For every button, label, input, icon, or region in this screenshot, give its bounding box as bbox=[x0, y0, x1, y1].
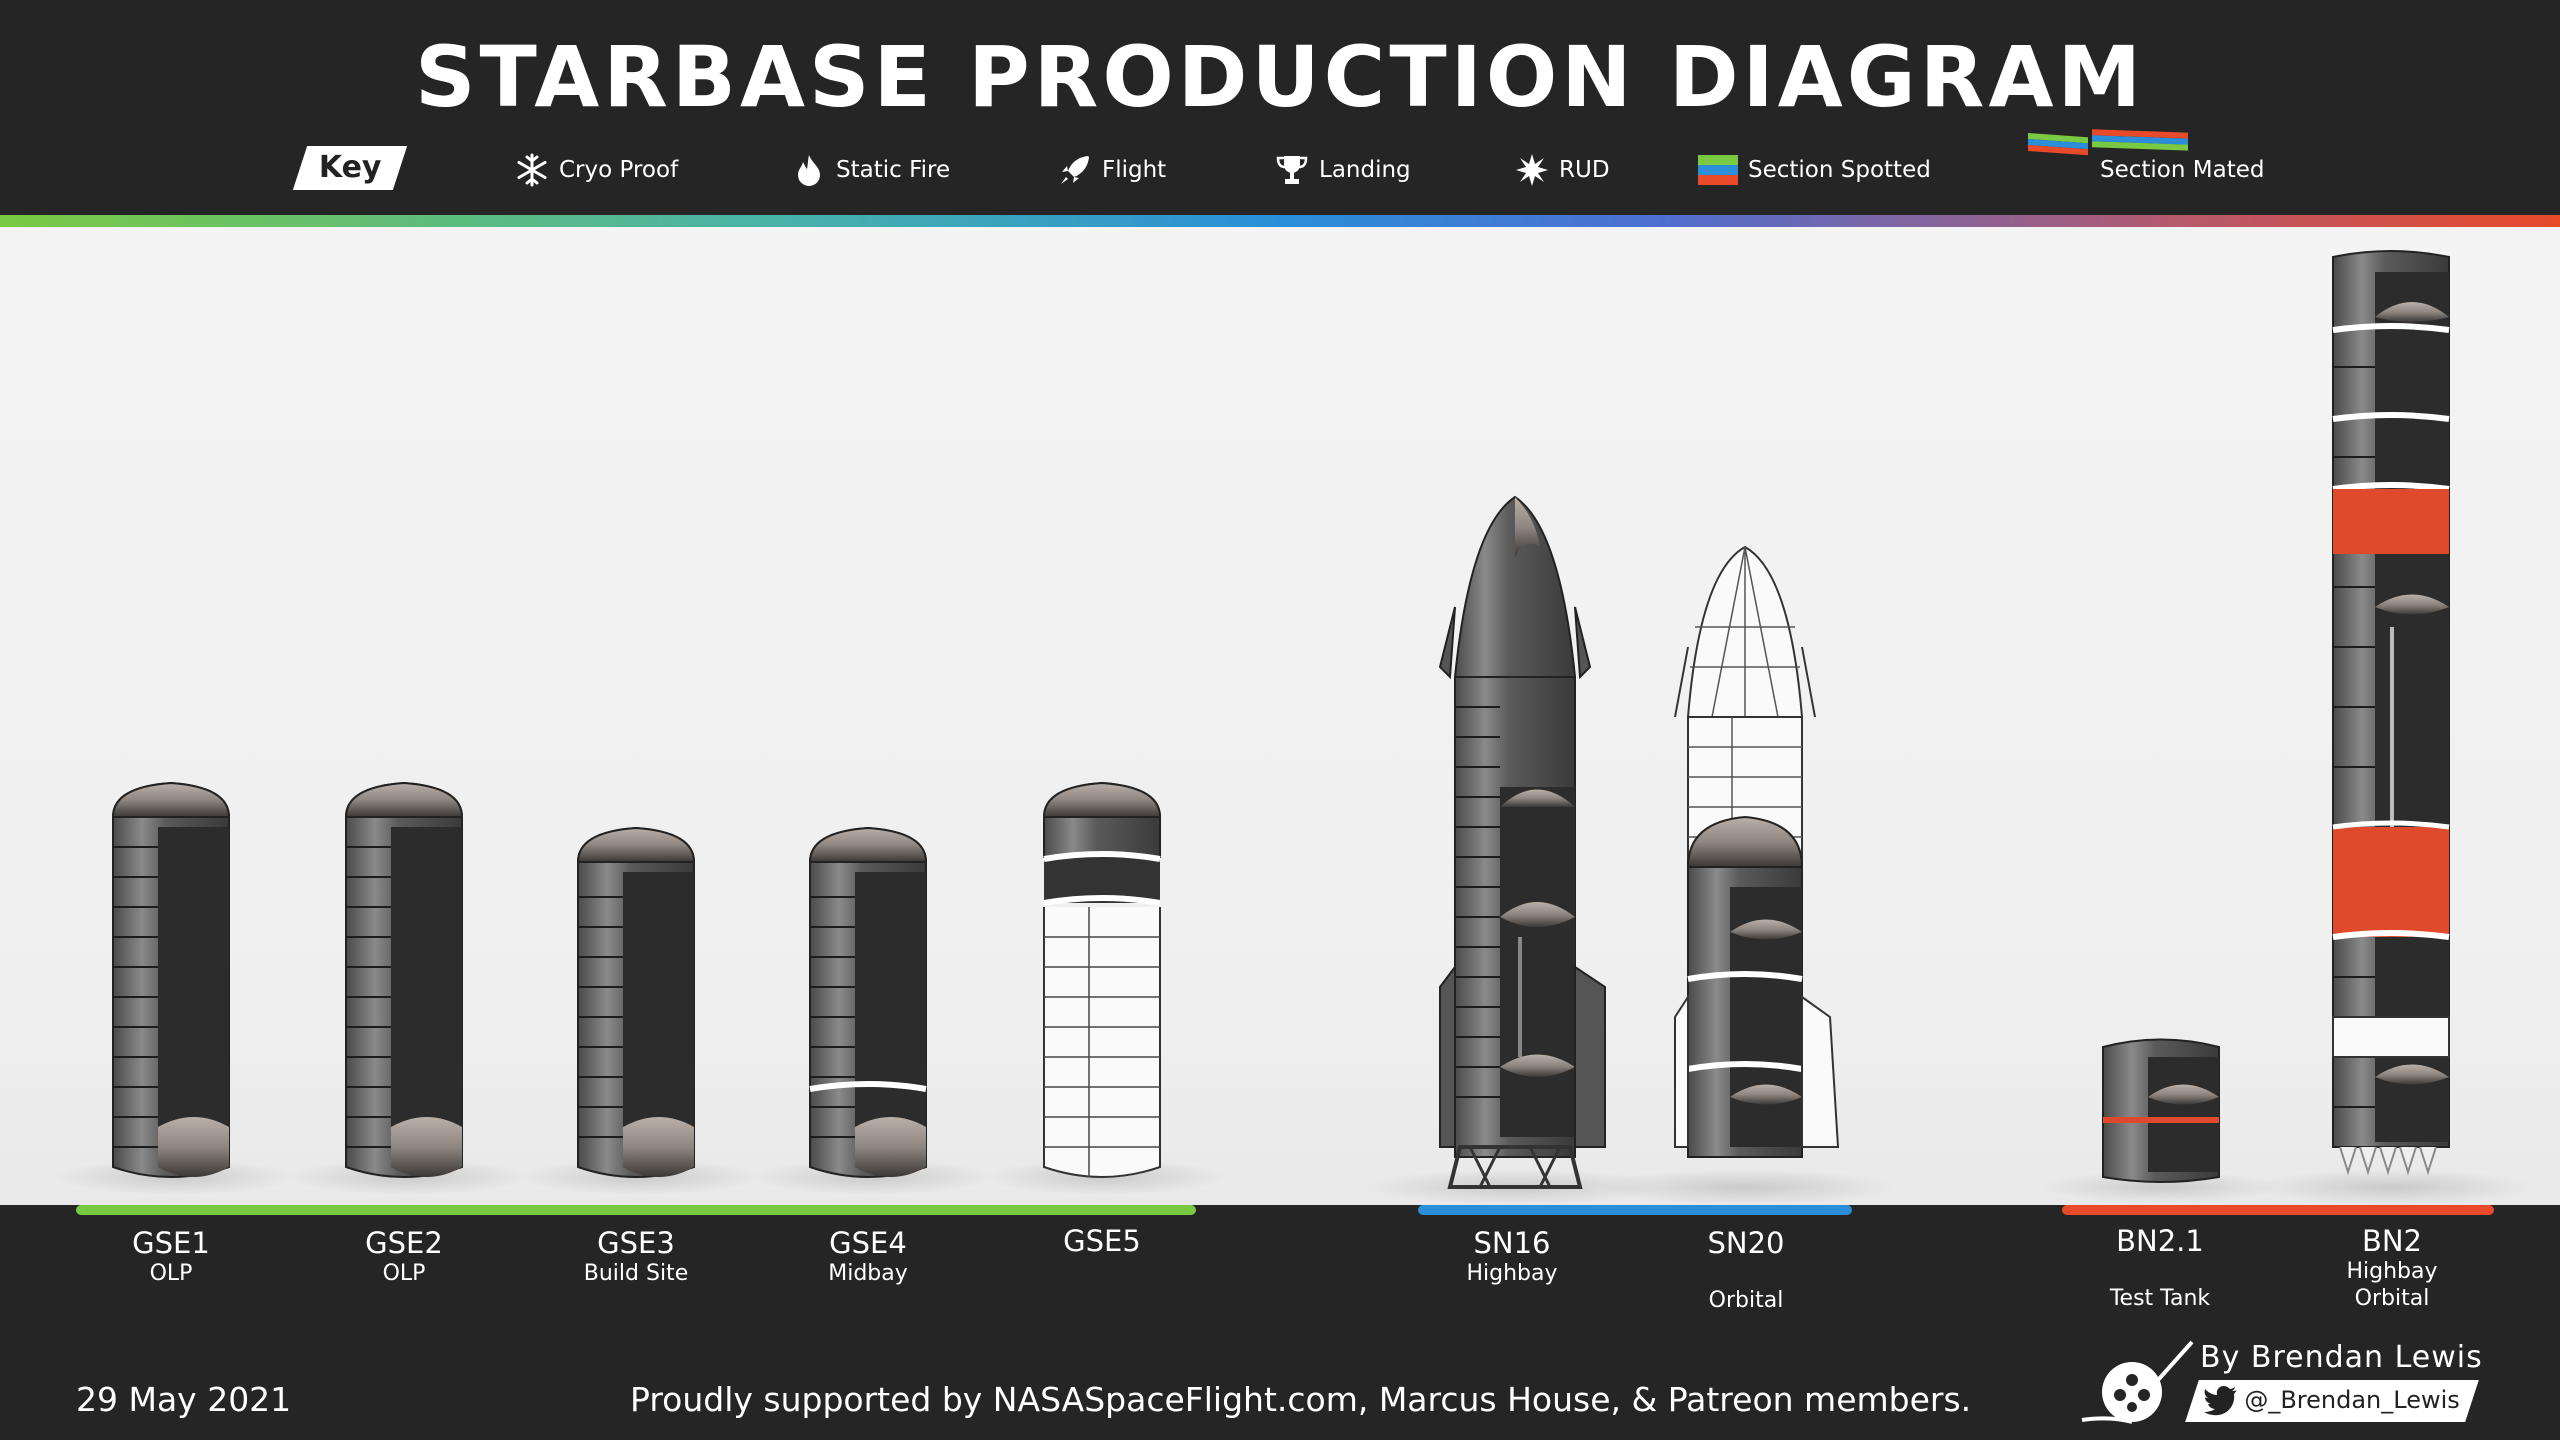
vehicle-gse2 bbox=[288, 781, 528, 1195]
key-item-label: Flight bbox=[1102, 157, 1167, 183]
film-reel-logo-icon bbox=[2080, 1340, 2200, 1430]
key-legend: Key Cryo Proof Static Fire Flight Landin… bbox=[0, 129, 2560, 200]
header: STARBASE PRODUCTION DIAGRAM Key Cryo Pro… bbox=[0, 0, 2560, 215]
vehicle-label-gse5: GSE5 bbox=[992, 1224, 1212, 1258]
rocket-icon bbox=[1058, 153, 1092, 187]
vehicle-location: Highbay bbox=[2346, 1259, 2438, 1284]
key-item-label: Section Mated bbox=[2100, 157, 2265, 183]
vehicle-name: SN20 bbox=[1707, 1226, 1785, 1260]
vehicle-name: BN2 bbox=[2361, 1224, 2423, 1258]
vehicle-bn2-1 bbox=[2042, 1038, 2282, 1203]
vehicle-label-bn2-1: BN2.1 Test Tank bbox=[2050, 1224, 2270, 1312]
vehicle-name: GSE5 bbox=[1063, 1224, 1141, 1258]
twitter-icon bbox=[2204, 1386, 2238, 1416]
vehicle-label-bn2: BN2 Highbay Orbital bbox=[2282, 1224, 2502, 1312]
vehicle-stage bbox=[0, 227, 2560, 1205]
vehicle-location: OLP bbox=[382, 1261, 426, 1286]
snowflake-icon bbox=[515, 153, 549, 187]
key-item-label: Section Spotted bbox=[1748, 157, 1931, 183]
vehicle-location: Midbay bbox=[828, 1261, 908, 1286]
key-label: Key bbox=[318, 150, 382, 185]
vehicle-label-gse2: GSE2 OLP bbox=[294, 1226, 514, 1287]
group-bar-bn bbox=[2062, 1205, 2494, 1215]
vehicle-illustrations bbox=[55, 250, 2532, 1205]
vehicle-label-gse1: GSE1 OLP bbox=[61, 1226, 281, 1287]
vehicle-gse1 bbox=[55, 781, 295, 1195]
vehicle-name: SN16 bbox=[1473, 1226, 1551, 1260]
key-item-rud: RUD bbox=[1515, 150, 1610, 190]
support-text: Proudly supported by NASASpaceFlight.com… bbox=[630, 1380, 1972, 1419]
group-bar-gse bbox=[76, 1205, 1196, 1215]
vehicle-bn2 bbox=[2252, 250, 2532, 1205]
key-item-landing: Landing bbox=[1275, 150, 1411, 190]
key-item-label: RUD bbox=[1559, 157, 1610, 183]
page-title: STARBASE PRODUCTION DIAGRAM bbox=[414, 28, 2146, 126]
trophy-icon bbox=[1275, 153, 1309, 187]
vehicle-name: GSE1 bbox=[132, 1226, 210, 1260]
vehicle-label-sn16: SN16 Highbay bbox=[1402, 1226, 1622, 1287]
key-item-flight: Flight bbox=[1058, 150, 1166, 190]
vehicle-label-gse4: GSE4 Midbay bbox=[758, 1226, 978, 1287]
section-mated-icon bbox=[2028, 122, 2188, 172]
vehicle-name: GSE4 bbox=[829, 1226, 907, 1260]
vehicle-location: OLP bbox=[149, 1261, 193, 1286]
vehicle-sn16 bbox=[1365, 495, 1665, 1205]
section-spotted-icon bbox=[1698, 153, 1738, 187]
vehicle-name: GSE2 bbox=[365, 1226, 443, 1260]
vehicle-location: Orbital bbox=[1708, 1288, 1784, 1313]
flame-icon bbox=[792, 153, 826, 187]
key-item-label: Cryo Proof bbox=[559, 157, 679, 183]
vehicle-sn20 bbox=[1595, 545, 1895, 1205]
key-item-static-fire: Static Fire bbox=[792, 150, 950, 190]
vehicle-gse3 bbox=[520, 826, 760, 1195]
vehicle-location: Test Tank bbox=[2109, 1286, 2211, 1311]
rainbow-divider bbox=[0, 215, 2560, 227]
key-badge: Key bbox=[292, 146, 408, 190]
burst-icon bbox=[1515, 153, 1549, 187]
key-item-label: Landing bbox=[1319, 157, 1411, 183]
vehicle-label-gse3: GSE3 Build Site bbox=[526, 1226, 746, 1287]
twitter-handle[interactable]: @_Brendan_Lewis bbox=[2244, 1386, 2460, 1414]
date-text: 29 May 2021 bbox=[76, 1380, 292, 1419]
vehicle-gse4 bbox=[752, 826, 992, 1195]
vehicle-location: Build Site bbox=[583, 1261, 689, 1286]
vehicle-gse5 bbox=[985, 781, 1225, 1195]
vehicle-label-sn20: SN20 Orbital bbox=[1636, 1226, 1856, 1314]
vehicle-location: Orbital bbox=[2354, 1286, 2430, 1311]
key-item-label: Static Fire bbox=[836, 157, 951, 183]
group-bar-sn bbox=[1418, 1205, 1852, 1215]
key-item-cryo-proof: Cryo Proof bbox=[515, 150, 678, 190]
vehicle-name: BN2.1 bbox=[2116, 1224, 2204, 1258]
vehicle-name: GSE3 bbox=[597, 1226, 675, 1260]
vehicle-location: Highbay bbox=[1466, 1261, 1558, 1286]
byline: By Brendan Lewis bbox=[2200, 1340, 2483, 1375]
key-item-section-mated: Section Mated bbox=[2028, 129, 2265, 190]
key-item-section-spotted: Section Spotted bbox=[1698, 150, 1931, 190]
